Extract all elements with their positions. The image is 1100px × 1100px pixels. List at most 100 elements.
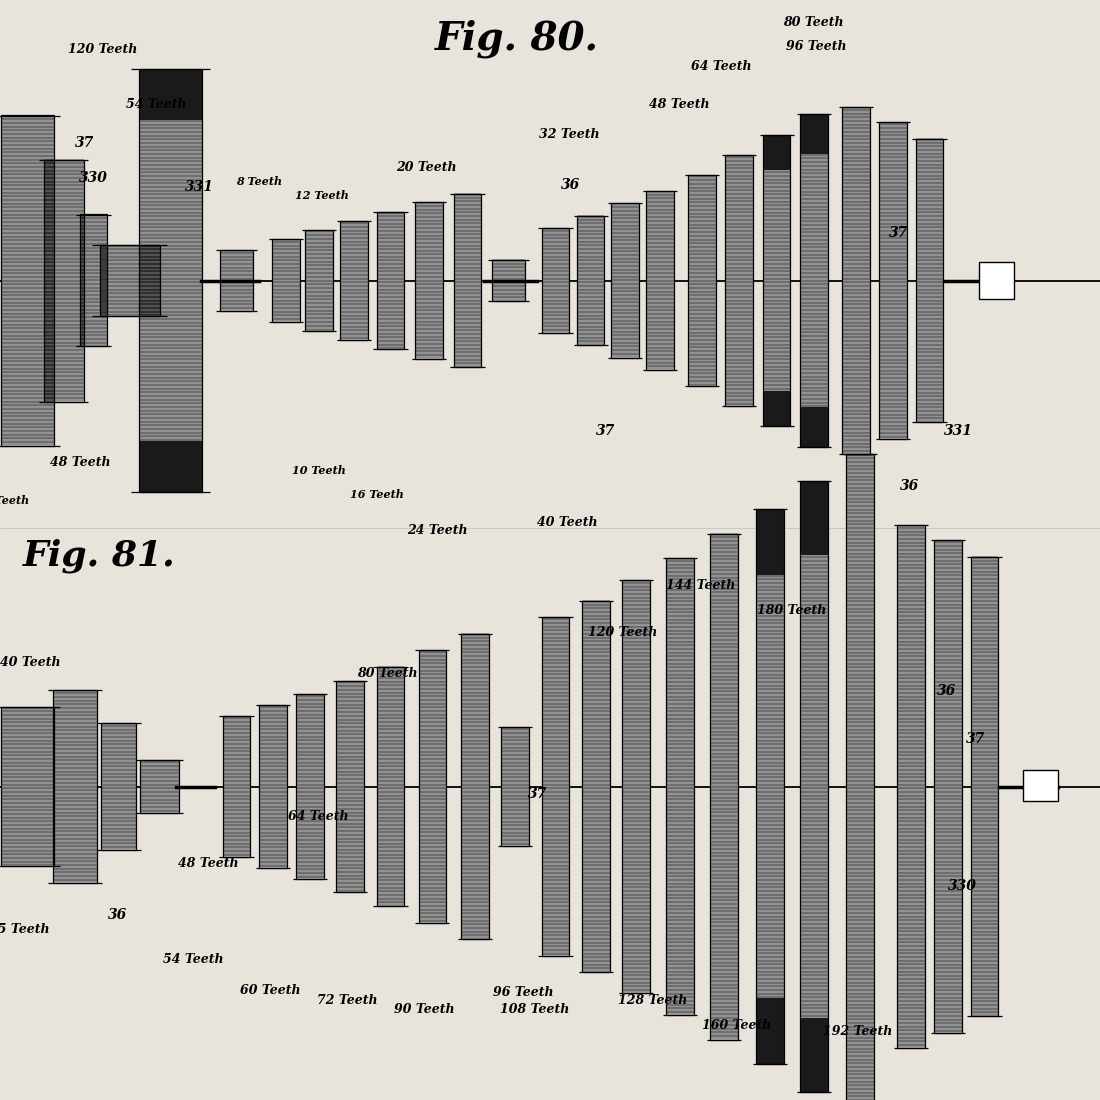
Bar [726,155,752,406]
Bar [1,116,54,446]
Bar [541,229,570,332]
Bar [44,160,84,402]
Text: 37: 37 [596,425,616,438]
Bar [341,221,367,340]
Text: 37: 37 [889,227,909,240]
Text: 48 Teeth: 48 Teeth [649,98,710,111]
Bar [667,559,694,1014]
Bar [492,260,525,301]
Text: 37: 37 [966,733,986,746]
Text: 12 Teeth: 12 Teeth [295,190,349,201]
Bar [222,716,250,857]
Bar [541,617,570,956]
Bar [623,581,649,993]
Bar [273,240,299,321]
Bar [801,407,827,447]
Bar [843,108,870,453]
Bar [801,114,827,154]
Bar [1,116,54,446]
Bar [801,482,827,1091]
Text: 64 Teeth: 64 Teeth [691,59,751,73]
Text: 192 Teeth: 192 Teeth [823,1025,892,1038]
Bar [53,691,97,882]
Bar [305,230,332,331]
Bar [847,453,874,1100]
Bar [296,694,323,879]
Bar [583,601,609,972]
Bar [623,581,649,993]
Bar [260,705,286,868]
Bar [1,707,54,867]
Bar [502,727,529,846]
Bar [801,482,827,554]
Bar [341,221,367,340]
Text: 90 Teeth: 90 Teeth [394,1003,454,1016]
Bar [757,508,783,1065]
Text: 10 Teeth: 10 Teeth [292,465,345,476]
Text: 120 Teeth: 120 Teeth [68,43,138,56]
Bar [757,998,783,1065]
Text: 20 Teeth: 20 Teeth [396,161,456,174]
Bar [1,707,54,867]
Bar [612,204,638,358]
Text: 36: 36 [937,684,956,697]
Bar [667,559,694,1014]
Bar [689,175,716,386]
Text: 54 Teeth: 54 Teeth [126,98,187,111]
Text: 36: 36 [900,480,918,493]
Bar [612,204,638,358]
Text: 32 Teeth: 32 Teeth [539,128,600,141]
Text: 54 Teeth: 54 Teeth [163,953,223,966]
Bar [898,526,924,1047]
Text: 120 Teeth: 120 Teeth [588,626,658,639]
Bar [139,68,202,493]
Bar [376,667,404,906]
Text: 72 Teeth: 72 Teeth [317,994,377,1008]
Text: 128 Teeth: 128 Teeth [618,994,688,1008]
Bar [141,760,178,813]
Text: 331: 331 [944,425,972,438]
Bar [99,245,161,317]
Bar [376,211,404,350]
Bar [801,114,827,447]
Bar [541,229,570,332]
Bar [763,135,790,426]
Bar [801,114,827,447]
Bar [935,540,961,1033]
Text: 64 Teeth: 64 Teeth [288,810,349,823]
Text: 37: 37 [528,788,548,801]
Bar [757,508,783,1065]
Bar [376,667,404,906]
Bar [260,705,286,868]
Text: 331: 331 [185,180,213,194]
Bar [416,202,442,359]
Text: 36: 36 [561,178,581,191]
Bar [502,727,529,846]
Text: 24 Teeth: 24 Teeth [407,524,468,537]
Bar [139,68,202,493]
Bar [583,601,609,972]
Bar [99,245,161,317]
Bar [763,135,790,169]
Bar [647,191,673,370]
Bar [801,482,827,1091]
Text: 80 Teeth: 80 Teeth [358,667,418,680]
Bar [578,216,605,345]
Bar [305,230,332,331]
Bar [935,540,961,1033]
Bar [462,634,488,939]
Bar [273,240,299,321]
Text: 180 Teeth: 180 Teeth [757,604,826,617]
Text: 8Teeth: 8Teeth [0,495,29,506]
Text: 60 Teeth: 60 Teeth [240,983,300,997]
Bar [101,724,136,849]
Bar [337,681,363,892]
Bar [847,453,874,1100]
Bar [915,139,944,422]
Bar [492,260,525,301]
Text: 48 Teeth: 48 Teeth [178,857,239,870]
Text: Fig. 81.: Fig. 81. [23,538,175,573]
Text: 40 Teeth: 40 Teeth [0,656,60,669]
Bar [1023,770,1058,801]
Text: 40 Teeth: 40 Teeth [537,516,597,529]
